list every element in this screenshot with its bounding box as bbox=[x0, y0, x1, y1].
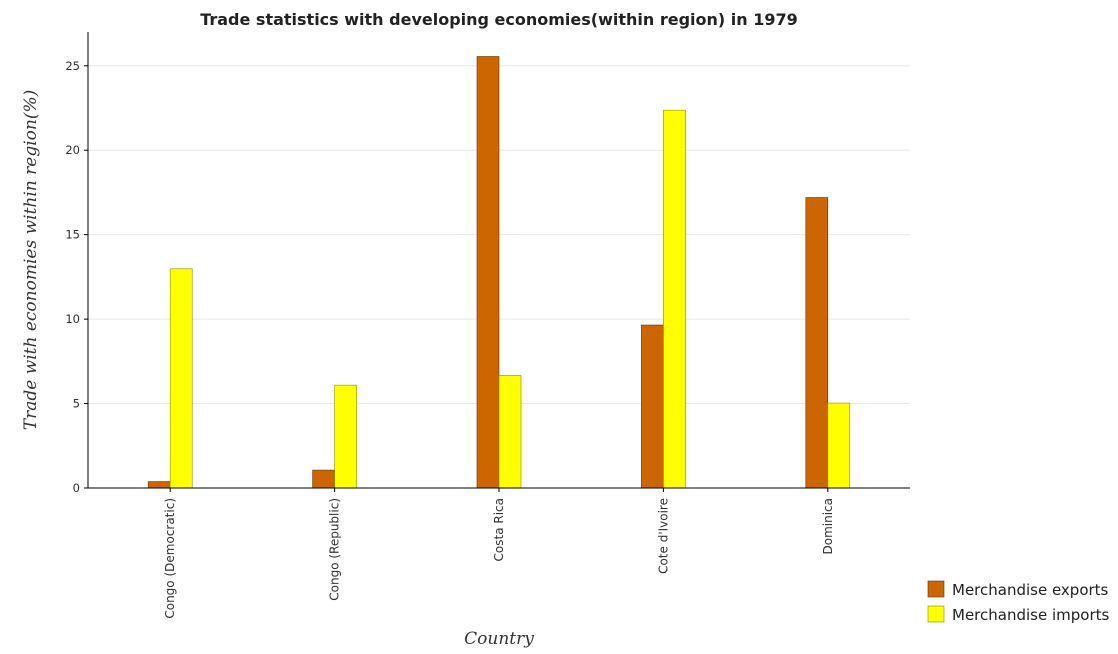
bar-exports-0 bbox=[147, 481, 171, 489]
bar-imports-0 bbox=[169, 268, 193, 489]
bar-imports-1 bbox=[334, 384, 357, 489]
legend-swatch-imports bbox=[927, 605, 945, 623]
y-tick-label: 10 bbox=[65, 312, 80, 326]
bar-exports-1 bbox=[312, 469, 335, 489]
bar-exports-2 bbox=[476, 56, 500, 489]
x-tick-label: Cote d'Ivoire bbox=[656, 498, 670, 574]
bar-exports-4 bbox=[805, 197, 829, 489]
x-tick-label: Congo (Republic) bbox=[328, 498, 342, 601]
bar-exports-3 bbox=[641, 324, 664, 489]
legend: Merchandise exports Merchandise imports bbox=[927, 580, 1109, 624]
x-axis-label: Country bbox=[464, 629, 534, 649]
y-ticks: 0 5 10 15 20 25 bbox=[65, 59, 88, 495]
legend-label-imports: Merchandise imports bbox=[952, 606, 1109, 624]
y-axis-label: Trade with economies within region(%) bbox=[21, 90, 41, 431]
x-tick-label: Costa Rica bbox=[492, 498, 506, 561]
bars bbox=[147, 56, 851, 489]
legend-label-exports: Merchandise exports bbox=[952, 581, 1109, 599]
bar-imports-3 bbox=[663, 109, 686, 489]
bar-imports-4 bbox=[827, 402, 851, 489]
x-tick-label: Dominica bbox=[821, 498, 835, 555]
y-tick-label: 5 bbox=[73, 397, 80, 411]
y-tick-label: 0 bbox=[73, 481, 80, 495]
bar-imports-2 bbox=[498, 375, 522, 489]
x-tick-label: Congo (Democratic) bbox=[163, 498, 177, 619]
x-ticks: Congo (Democratic) Congo (Republic) Costa … bbox=[163, 488, 835, 619]
legend-swatch-exports bbox=[927, 580, 945, 598]
chart-title: Trade statistics with developing economi… bbox=[200, 10, 798, 29]
y-tick-label: 25 bbox=[65, 59, 80, 73]
y-tick-label: 20 bbox=[65, 143, 80, 157]
y-tick-label: 15 bbox=[65, 228, 80, 242]
